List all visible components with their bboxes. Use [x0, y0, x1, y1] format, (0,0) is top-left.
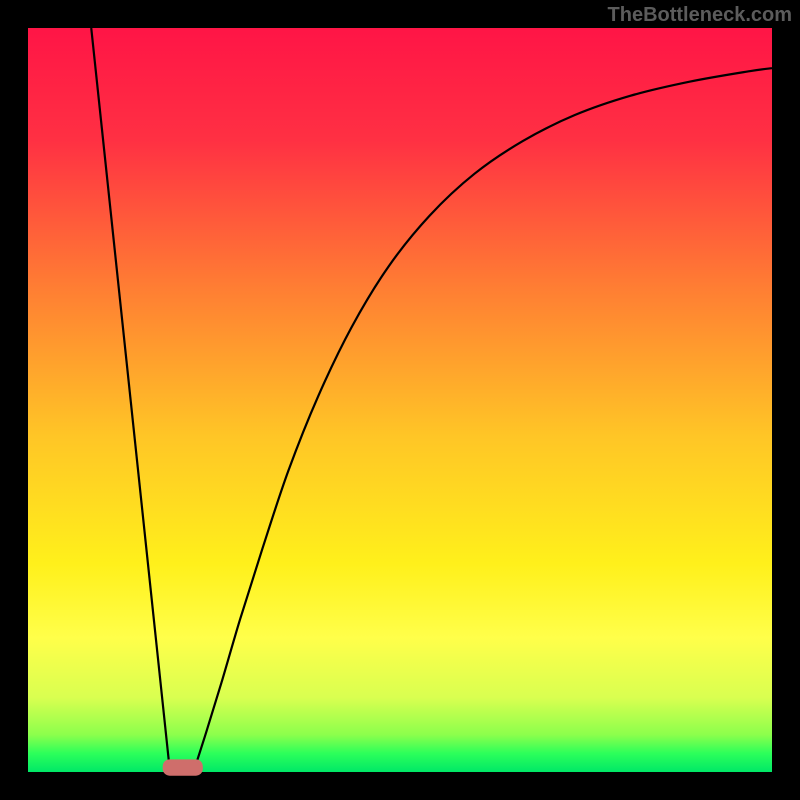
min-marker	[163, 759, 203, 775]
chart-svg	[0, 0, 800, 800]
chart-stage: TheBottleneck.com	[0, 0, 800, 800]
watermark-text: TheBottleneck.com	[608, 4, 792, 27]
plot-background	[28, 28, 772, 772]
